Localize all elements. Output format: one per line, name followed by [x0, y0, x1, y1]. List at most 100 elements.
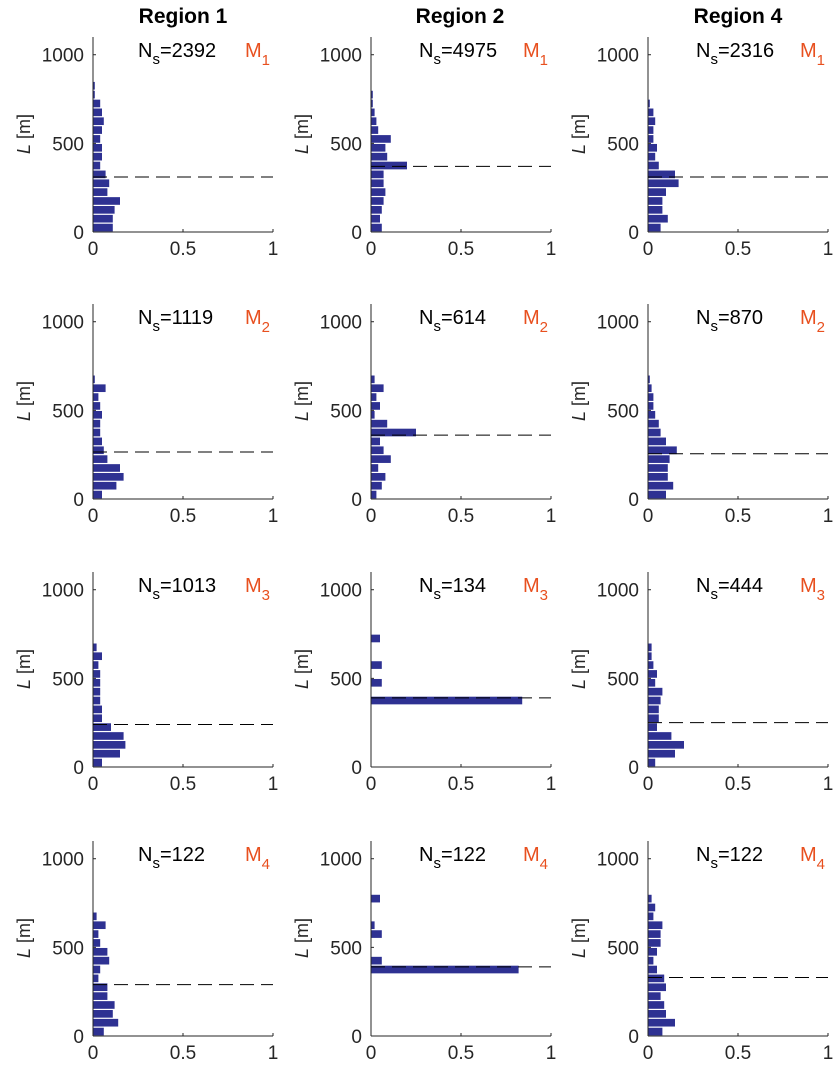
histogram-bar [371, 894, 380, 903]
histogram-bar [93, 983, 108, 992]
histogram-bar [93, 921, 106, 930]
sample-count-subscript: s [433, 318, 441, 335]
model-label-letter: M [245, 307, 262, 329]
histogram-bar [93, 197, 120, 205]
histogram-bar [648, 375, 650, 384]
sample-count-label: Ns=2392 [138, 40, 216, 68]
x-tick-label: 1 [823, 506, 834, 527]
x-tick-label: 0 [366, 1043, 377, 1064]
histogram-bar [93, 152, 102, 161]
histogram-bar [371, 90, 373, 99]
sample-count-symbol: N [419, 575, 433, 597]
x-tick-label: 0.5 [725, 506, 751, 527]
column-title-region-1: Region 1 [139, 5, 228, 28]
y-tick-label: 500 [607, 669, 639, 690]
y-tick-label: 0 [628, 223, 639, 244]
histogram-bar [93, 481, 117, 490]
model-label-letter: M [800, 307, 817, 329]
model-label: M1 [800, 40, 825, 69]
histogram-bar [648, 661, 654, 669]
histogram-bar [93, 732, 124, 740]
histogram-bar [648, 428, 661, 437]
model-label-index: 2 [540, 319, 548, 336]
x-tick-label: 0 [88, 1043, 99, 1064]
x-tick-label: 0.5 [170, 506, 196, 527]
x-tick-label: 1 [546, 774, 557, 795]
histogram-bar [371, 446, 384, 455]
histogram-bar [371, 384, 384, 393]
model-label: M2 [245, 307, 270, 336]
histogram-bar [371, 678, 382, 687]
model-label-index: 3 [540, 587, 548, 604]
histogram-bar [648, 152, 656, 161]
sample-count-label: Ns=122 [138, 844, 205, 872]
model-label: M4 [523, 844, 548, 873]
x-tick-label: 1 [823, 239, 834, 260]
histogram-bar [93, 652, 102, 661]
histogram-bar [93, 965, 101, 974]
histogram-bar [93, 930, 99, 938]
histogram-bar [648, 481, 674, 490]
x-tick-label: 1 [546, 506, 557, 527]
histogram-bar [93, 1001, 115, 1009]
sample-count-label: Ns=4975 [419, 40, 497, 68]
histogram-bar [648, 464, 668, 472]
sample-count-subscript: s [152, 318, 160, 335]
x-tick-label: 0.5 [448, 1043, 474, 1064]
y-tick-label: 0 [351, 223, 362, 244]
histogram-bar [648, 678, 656, 687]
histogram-bar [93, 179, 110, 188]
histogram-bar [648, 903, 656, 912]
histogram-bar [93, 117, 104, 126]
x-tick-label: 0 [366, 239, 377, 260]
x-tick-label: 0.5 [725, 1043, 751, 1064]
y-axis-label: L [m] [569, 918, 589, 958]
y-tick-label: 0 [73, 758, 84, 779]
sample-count-value: =614 [441, 307, 486, 329]
y-tick-label: 1000 [597, 581, 639, 602]
histogram-bar [93, 974, 99, 983]
histogram-bar [371, 696, 523, 705]
y-axis-label-variable: L [569, 948, 589, 958]
model-label-index: 1 [817, 52, 825, 69]
histogram-bar [93, 490, 102, 499]
sample-count-symbol: N [696, 844, 710, 866]
histogram-bar [93, 99, 101, 108]
histogram-bar [93, 749, 120, 758]
histogram-bar [371, 437, 380, 446]
histogram-bar [371, 223, 382, 232]
histogram-bar [648, 188, 666, 196]
model-label-index: 3 [262, 587, 270, 604]
histogram-bar [648, 214, 668, 223]
y-axis-label-unit: [m] [292, 114, 312, 144]
sample-count-value: =1013 [160, 575, 216, 597]
histogram-bar [93, 741, 126, 749]
histogram-bar [93, 678, 101, 687]
histogram-panel: 0 0.5 1 0 500 1000 L [m] Ns=444 M3 [569, 572, 833, 795]
y-tick-label: 0 [73, 1027, 84, 1048]
y-tick-label: 1000 [42, 850, 84, 871]
y-tick-label: 0 [351, 490, 362, 511]
histogram-bar [648, 939, 661, 947]
histogram-bar [371, 206, 382, 214]
x-tick-label: 0 [643, 774, 654, 795]
column-title-region-2: Region 2 [416, 5, 505, 28]
histogram-bar [371, 930, 382, 938]
histogram-bar [93, 758, 102, 767]
sample-count-subscript: s [710, 318, 718, 335]
y-axis-label-variable: L [292, 144, 312, 154]
x-tick-label: 0.5 [448, 506, 474, 527]
x-tick-label: 1 [546, 1043, 557, 1064]
y-axis-label: L [m] [14, 114, 34, 154]
histogram-bar [648, 117, 656, 126]
sample-count-subscript: s [433, 855, 441, 872]
x-tick-label: 1 [268, 774, 279, 795]
model-label-letter: M [523, 844, 540, 866]
y-axis-label: L [m] [292, 114, 312, 154]
y-tick-label: 500 [52, 669, 84, 690]
sample-count-subscript: s [710, 51, 718, 68]
y-axis-label: L [m] [292, 918, 312, 958]
sample-count-label: Ns=870 [696, 307, 763, 335]
model-label: M3 [800, 575, 825, 604]
model-label: M4 [800, 844, 825, 873]
